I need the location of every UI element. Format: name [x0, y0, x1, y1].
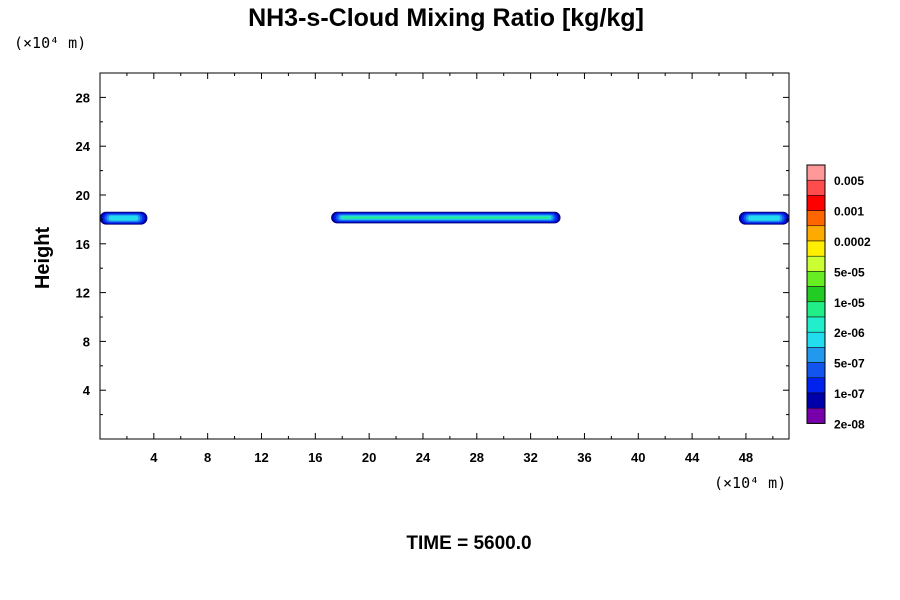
time-label: TIME = 5600.0: [406, 533, 531, 554]
colorbar-label: 1e-05: [834, 296, 865, 310]
colorbar: 0.005 0.001 0.0002 5e-05 1e-05 2e-06 5e-07 1e-0…: [806, 164, 871, 431]
colorbar-swatch: [806, 271, 826, 287]
y-tick-label: 28: [76, 90, 90, 105]
plot-frame: [99, 72, 790, 440]
colorbar-label: 0.005: [834, 174, 864, 188]
colorbar-swatch: [806, 195, 826, 211]
colorbar-swatch: [806, 362, 826, 379]
colorbar-swatch: [806, 407, 826, 424]
y-tick-label: 16: [76, 237, 90, 252]
y-axis: 4 8 12 16 20 24 28: [76, 90, 789, 416]
colorbar-label: 0.001: [834, 205, 864, 219]
y-axis-label: Height: [32, 227, 54, 290]
colorbar-swatch: [806, 316, 826, 333]
x-tick-label: 16: [308, 450, 322, 465]
x-tick-label: 48: [739, 450, 753, 465]
y-tick-label: 8: [83, 334, 90, 349]
colorbar-label: 1e-07: [834, 387, 865, 401]
colorbar-swatch: [806, 255, 826, 272]
colorbar-swatch: [806, 240, 826, 257]
x-tick-label: 36: [577, 450, 591, 465]
y-unit-label: (×10⁴ m): [14, 34, 86, 52]
x-axis: 4 8 12 16 20 24 28 32 36 40 44 48: [126, 73, 774, 465]
colorbar-swatch: [806, 377, 826, 394]
x-tick-label: 24: [416, 450, 431, 465]
colorbar-swatch: [806, 164, 826, 181]
x-tick-label: 32: [523, 450, 537, 465]
colorbar-swatch: [806, 301, 826, 318]
y-tick-label: 24: [76, 139, 91, 154]
y-tick-label: 20: [76, 188, 90, 203]
x-tick-label: 8: [204, 450, 211, 465]
colorbar-swatch: [806, 392, 826, 409]
x-tick-label: 44: [685, 450, 700, 465]
colorbar-label: 2e-06: [834, 326, 865, 340]
colorbar-swatch: [806, 286, 826, 303]
x-unit-label: (×10⁴ m): [714, 474, 786, 492]
colorbar-swatch: [806, 179, 826, 196]
cloud-contours: [99, 211, 790, 225]
colorbar-swatch: [806, 225, 826, 242]
colorbar-swatch: [806, 210, 826, 227]
x-tick-label: 40: [631, 450, 645, 465]
colorbar-swatch: [806, 347, 826, 363]
colorbar-label: 2e-08: [834, 417, 865, 431]
y-tick-label: 4: [83, 383, 91, 398]
cloud-contour-band: [342, 216, 550, 219]
x-tick-label: 20: [362, 450, 376, 465]
colorbar-label: 5e-05: [834, 265, 865, 279]
x-tick-label: 12: [254, 450, 268, 465]
cloud-contour-band: [108, 215, 139, 221]
x-tick-label: 4: [150, 450, 158, 465]
colorbar-swatch: [806, 331, 826, 348]
colorbar-label: 5e-07: [834, 357, 865, 371]
y-tick-label: 12: [76, 286, 90, 301]
chart-title: NH3-s-Cloud Mixing Ratio [kg/kg]: [248, 4, 644, 32]
cloud-contour-band: [748, 215, 781, 221]
colorbar-label: 0.0002: [834, 235, 871, 249]
x-tick-label: 28: [470, 450, 484, 465]
colorbar-frame: [806, 164, 826, 424]
